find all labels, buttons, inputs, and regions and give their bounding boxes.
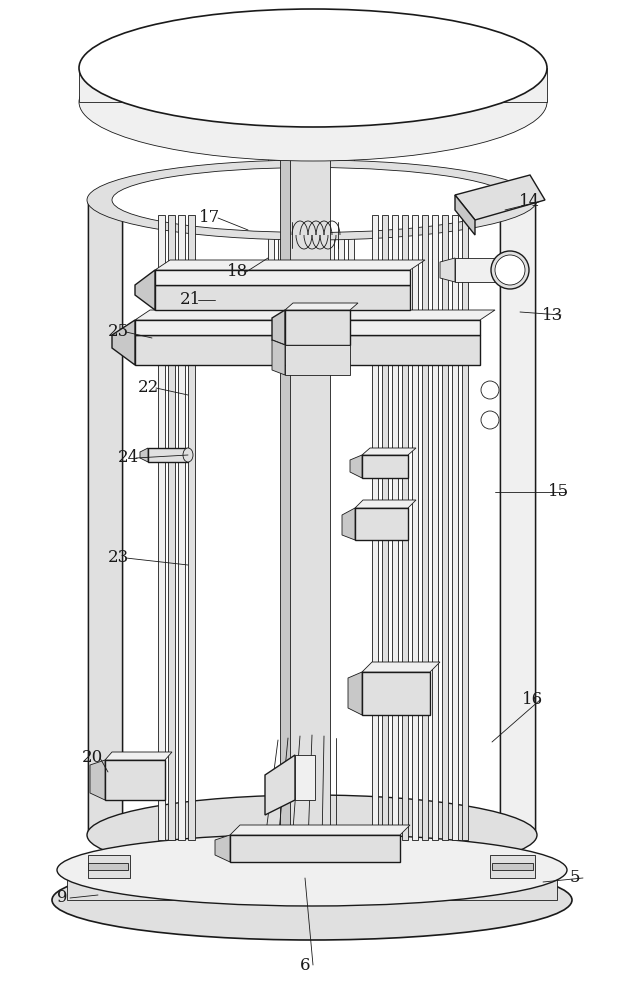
Polygon shape (88, 200, 122, 835)
Polygon shape (178, 215, 185, 840)
Polygon shape (285, 102, 330, 860)
Polygon shape (272, 340, 285, 375)
Polygon shape (285, 345, 350, 375)
Text: 5: 5 (570, 869, 580, 886)
Polygon shape (462, 215, 468, 840)
Polygon shape (362, 672, 430, 715)
Polygon shape (422, 215, 428, 840)
Polygon shape (348, 102, 354, 290)
Polygon shape (362, 662, 440, 672)
Polygon shape (155, 260, 425, 270)
Polygon shape (298, 102, 304, 290)
Polygon shape (140, 448, 148, 462)
Ellipse shape (491, 251, 529, 289)
Text: 13: 13 (542, 306, 564, 324)
Polygon shape (355, 508, 408, 540)
Polygon shape (492, 863, 533, 870)
Polygon shape (318, 102, 324, 290)
Polygon shape (295, 755, 315, 800)
Polygon shape (455, 175, 545, 220)
Polygon shape (230, 825, 410, 835)
Text: 14: 14 (519, 194, 541, 211)
Polygon shape (158, 215, 165, 840)
Polygon shape (268, 102, 274, 290)
Polygon shape (348, 672, 362, 715)
Polygon shape (188, 215, 195, 840)
Ellipse shape (57, 834, 567, 906)
Polygon shape (105, 760, 165, 800)
Polygon shape (215, 835, 230, 862)
Ellipse shape (112, 167, 512, 232)
Polygon shape (402, 215, 408, 840)
Polygon shape (362, 448, 416, 455)
Polygon shape (350, 455, 362, 478)
Polygon shape (88, 863, 128, 870)
Text: 16: 16 (521, 692, 542, 708)
Ellipse shape (481, 411, 499, 429)
Text: 22: 22 (138, 379, 159, 396)
Polygon shape (288, 102, 294, 290)
Polygon shape (490, 855, 535, 878)
Polygon shape (442, 215, 448, 840)
Polygon shape (440, 258, 455, 282)
Polygon shape (272, 310, 285, 345)
Polygon shape (362, 455, 408, 478)
Polygon shape (382, 215, 388, 840)
Polygon shape (452, 215, 458, 840)
Polygon shape (308, 102, 314, 290)
Polygon shape (355, 500, 416, 508)
Ellipse shape (79, 43, 547, 161)
Polygon shape (285, 310, 350, 345)
Polygon shape (455, 195, 475, 235)
Text: 17: 17 (199, 210, 221, 227)
Polygon shape (338, 102, 344, 290)
Polygon shape (88, 855, 130, 878)
Polygon shape (112, 320, 135, 365)
Ellipse shape (481, 381, 499, 399)
Polygon shape (392, 215, 398, 840)
Text: 9: 9 (57, 890, 68, 906)
Polygon shape (135, 270, 155, 310)
Polygon shape (230, 835, 400, 862)
Text: 18: 18 (228, 263, 249, 280)
Polygon shape (285, 303, 358, 310)
Polygon shape (135, 310, 495, 320)
Polygon shape (455, 258, 510, 282)
Text: 6: 6 (300, 956, 310, 974)
Polygon shape (79, 68, 547, 102)
Polygon shape (135, 320, 480, 335)
Polygon shape (432, 215, 438, 840)
Polygon shape (280, 102, 290, 860)
Polygon shape (90, 760, 105, 800)
Polygon shape (265, 755, 295, 815)
Polygon shape (105, 752, 172, 760)
Polygon shape (155, 285, 410, 310)
Polygon shape (500, 200, 535, 835)
Text: 15: 15 (548, 484, 569, 500)
Polygon shape (328, 102, 334, 290)
Polygon shape (168, 215, 175, 840)
Ellipse shape (495, 255, 525, 285)
Polygon shape (342, 508, 355, 540)
Text: 20: 20 (81, 750, 102, 766)
Polygon shape (148, 448, 188, 462)
Text: 23: 23 (107, 550, 129, 566)
Text: 25: 25 (107, 324, 129, 340)
Polygon shape (372, 215, 378, 840)
Ellipse shape (87, 795, 537, 875)
Polygon shape (155, 270, 410, 285)
Polygon shape (67, 870, 557, 900)
Polygon shape (88, 200, 122, 835)
Polygon shape (135, 335, 480, 365)
Ellipse shape (87, 160, 537, 240)
Ellipse shape (183, 448, 193, 462)
Ellipse shape (52, 860, 572, 940)
Ellipse shape (79, 9, 547, 127)
Text: 24: 24 (118, 450, 139, 466)
Polygon shape (500, 200, 535, 835)
Polygon shape (278, 102, 284, 290)
Text: 21: 21 (179, 292, 201, 308)
Polygon shape (412, 215, 418, 840)
